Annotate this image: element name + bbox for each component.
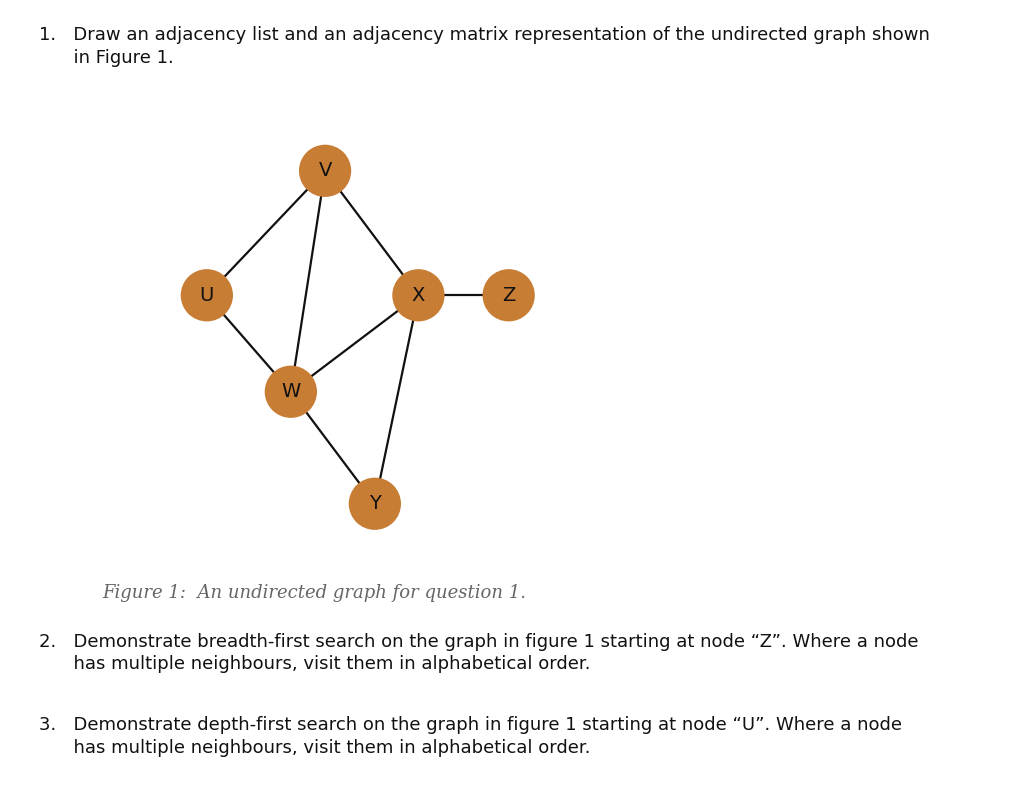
Circle shape (299, 145, 351, 197)
Circle shape (392, 269, 444, 321)
Text: in Figure 1.: in Figure 1. (39, 49, 174, 66)
Text: 2.   Demonstrate breadth-first search on the graph in figure 1 starting at node : 2. Demonstrate breadth-first search on t… (39, 633, 919, 650)
Circle shape (180, 269, 233, 321)
Text: has multiple neighbours, visit them in alphabetical order.: has multiple neighbours, visit them in a… (39, 739, 591, 756)
Text: U: U (200, 286, 214, 305)
Text: Y: Y (369, 494, 381, 513)
Text: Z: Z (502, 286, 515, 305)
Circle shape (265, 366, 317, 418)
Circle shape (482, 269, 535, 321)
Text: 3.   Demonstrate depth-first search on the graph in figure 1 starting at node “U: 3. Demonstrate depth-first search on the… (39, 716, 902, 734)
Text: V: V (318, 161, 332, 180)
Text: W: W (282, 382, 300, 401)
Circle shape (349, 477, 401, 530)
Text: Figure 1:  An undirected graph for question 1.: Figure 1: An undirected graph for questi… (102, 584, 526, 602)
Text: has multiple neighbours, visit them in alphabetical order.: has multiple neighbours, visit them in a… (39, 655, 591, 673)
Text: X: X (412, 286, 425, 305)
Text: 1.   Draw an adjacency list and an adjacency matrix representation of the undire: 1. Draw an adjacency list and an adjacen… (39, 26, 930, 44)
